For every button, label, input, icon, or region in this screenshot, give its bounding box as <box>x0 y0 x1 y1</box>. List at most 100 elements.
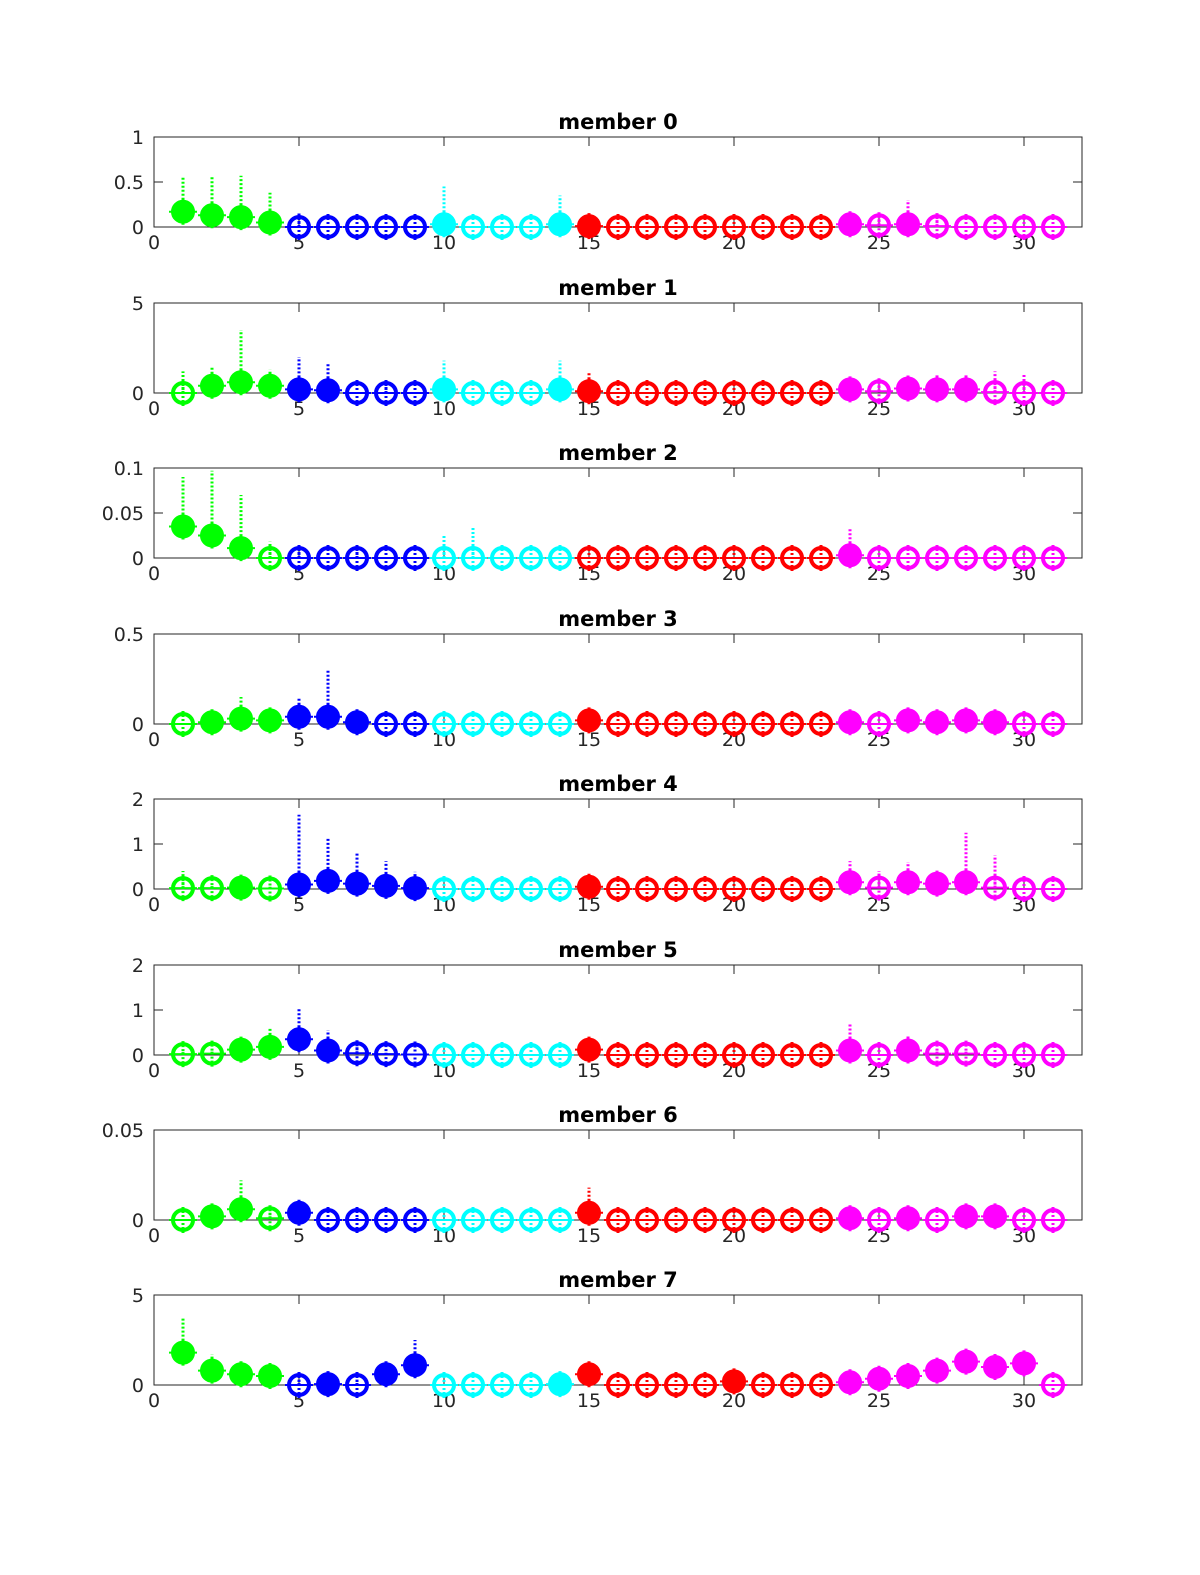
x-tick-label: 30 <box>1012 232 1036 254</box>
data-point <box>722 1369 746 1394</box>
data-point <box>432 377 456 402</box>
data-point <box>954 546 978 570</box>
data-point <box>374 381 398 405</box>
data-point <box>954 377 978 402</box>
data-point <box>925 377 949 402</box>
data-point <box>867 1043 891 1067</box>
data-point <box>1012 712 1036 736</box>
data-point <box>1012 877 1036 901</box>
data-point <box>896 212 920 237</box>
x-tick-label: 5 <box>293 1060 305 1082</box>
data-point <box>664 546 688 570</box>
y-tick-label: 2 <box>132 789 144 811</box>
data-point <box>635 1373 659 1397</box>
data-point <box>925 1358 949 1383</box>
data-point <box>954 1349 978 1374</box>
data-point <box>577 874 601 899</box>
data-point <box>954 1204 978 1229</box>
data-point <box>983 1204 1007 1229</box>
data-point <box>577 1200 601 1225</box>
data-point <box>896 376 920 401</box>
x-tick-label: 30 <box>1012 398 1036 420</box>
data-point <box>925 1041 949 1066</box>
x-tick-label: 0 <box>148 729 160 751</box>
axes-frame <box>153 467 1083 559</box>
x-tick-label: 0 <box>148 232 160 254</box>
data-point <box>287 215 311 239</box>
data-point <box>287 1200 311 1225</box>
data-point <box>780 1373 804 1397</box>
data-point <box>693 381 717 405</box>
data-point <box>925 546 949 570</box>
data-point <box>374 1362 398 1387</box>
data-point <box>751 1208 775 1232</box>
data-point <box>751 1373 775 1397</box>
data-point <box>809 877 833 901</box>
x-tick-label: 10 <box>432 729 456 751</box>
data-point <box>490 1043 514 1067</box>
x-tick-label: 20 <box>722 1225 746 1247</box>
data-point <box>896 870 920 895</box>
data-point <box>838 1206 862 1231</box>
data-point <box>751 1043 775 1067</box>
data-point <box>374 215 398 239</box>
data-point <box>606 712 630 736</box>
data-point <box>606 877 630 901</box>
data-point <box>1041 877 1065 901</box>
data-point <box>200 523 224 548</box>
data-point <box>1041 712 1065 736</box>
x-tick-label: 5 <box>293 894 305 916</box>
x-tick-label: 0 <box>148 1390 160 1412</box>
data-point <box>200 710 224 735</box>
x-tick-label: 25 <box>867 729 891 751</box>
x-tick-label: 20 <box>722 232 746 254</box>
data-point <box>664 215 688 239</box>
data-point <box>287 704 311 729</box>
x-tick-label: 5 <box>293 398 305 420</box>
data-point <box>867 1366 891 1391</box>
panel-title: member 1 <box>558 276 678 300</box>
data-point <box>780 381 804 405</box>
data-point <box>316 1208 340 1232</box>
data-point <box>345 1208 369 1232</box>
data-point <box>1041 1373 1065 1397</box>
x-tick-label: 30 <box>1012 563 1036 585</box>
data-point <box>838 543 862 568</box>
x-tick-label: 0 <box>148 1060 160 1082</box>
data-point <box>432 1043 456 1067</box>
data-point <box>490 215 514 239</box>
data-point <box>345 710 369 735</box>
data-point <box>1041 546 1065 570</box>
data-point <box>780 877 804 901</box>
data-point <box>171 1208 195 1232</box>
data-point <box>983 710 1007 735</box>
x-tick-label: 25 <box>867 894 891 916</box>
data-point <box>258 210 282 235</box>
data-point <box>577 1037 601 1062</box>
data-point <box>548 712 572 736</box>
data-point <box>258 876 282 901</box>
data-point <box>1012 546 1036 570</box>
data-point <box>1041 1208 1065 1232</box>
data-point <box>577 214 601 239</box>
data-point <box>983 380 1007 405</box>
data-point <box>461 712 485 736</box>
y-tick-label: 0.1 <box>114 458 144 480</box>
data-point <box>780 1208 804 1232</box>
data-point <box>171 1340 195 1365</box>
data-point <box>403 1042 427 1067</box>
y-tick-label: 0 <box>132 383 144 405</box>
data-point <box>722 1208 746 1232</box>
data-point <box>635 1208 659 1232</box>
data-point <box>896 708 920 733</box>
data-point <box>287 1027 311 1052</box>
data-point <box>664 1373 688 1397</box>
data-point <box>925 214 949 239</box>
data-point <box>490 381 514 405</box>
panel-title: member 2 <box>558 441 678 465</box>
data-point <box>258 1364 282 1388</box>
data-point <box>345 1041 369 1066</box>
data-point <box>316 378 340 403</box>
